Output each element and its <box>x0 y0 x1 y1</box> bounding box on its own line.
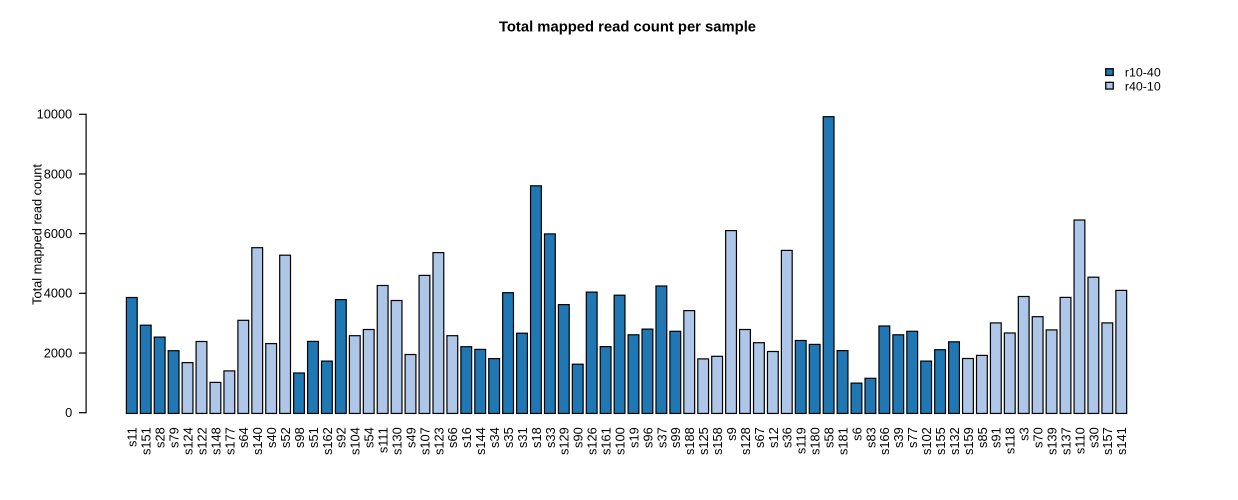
svg-text:s52: s52 <box>278 427 293 448</box>
svg-text:s35: s35 <box>501 427 516 448</box>
svg-text:s99: s99 <box>668 427 683 448</box>
svg-text:s139: s139 <box>1044 427 1059 455</box>
svg-text:s100: s100 <box>612 427 627 455</box>
svg-text:s129: s129 <box>557 427 572 455</box>
svg-text:s19: s19 <box>626 427 641 448</box>
svg-text:Total mapped read count: Total mapped read count <box>29 164 44 305</box>
svg-text:s66: s66 <box>445 427 460 448</box>
svg-text:4000: 4000 <box>44 286 72 301</box>
svg-text:s122: s122 <box>194 427 209 455</box>
svg-text:s181: s181 <box>835 427 850 455</box>
svg-text:s90: s90 <box>571 427 586 448</box>
svg-text:s3: s3 <box>1017 427 1032 441</box>
svg-text:s39: s39 <box>891 427 906 448</box>
svg-text:s33: s33 <box>543 427 558 448</box>
svg-text:r10-40: r10-40 <box>1125 66 1161 80</box>
svg-text:s92: s92 <box>334 427 349 448</box>
svg-text:s6: s6 <box>849 427 864 441</box>
svg-text:s125: s125 <box>696 427 711 455</box>
svg-text:s54: s54 <box>362 427 377 448</box>
svg-text:s104: s104 <box>348 427 363 455</box>
svg-text:s30: s30 <box>1086 427 1101 448</box>
svg-text:s162: s162 <box>320 427 335 455</box>
svg-text:s96: s96 <box>640 427 655 448</box>
svg-text:s11: s11 <box>125 427 140 447</box>
svg-text:s12: s12 <box>766 427 781 448</box>
svg-text:s110: s110 <box>1072 427 1087 454</box>
svg-text:s144: s144 <box>473 427 488 455</box>
svg-text:s51: s51 <box>306 427 321 448</box>
svg-text:s85: s85 <box>975 427 990 448</box>
svg-text:s98: s98 <box>292 427 307 448</box>
svg-text:s123: s123 <box>431 427 446 455</box>
svg-text:s155: s155 <box>933 427 948 455</box>
svg-text:0: 0 <box>65 405 72 420</box>
svg-text:s18: s18 <box>529 427 544 448</box>
svg-text:Total mapped read count per sa: Total mapped read count per sample <box>499 20 756 36</box>
svg-text:s83: s83 <box>863 427 878 448</box>
svg-text:s161: s161 <box>599 427 614 455</box>
svg-text:s148: s148 <box>208 427 223 455</box>
svg-text:s158: s158 <box>710 427 725 455</box>
svg-text:6000: 6000 <box>44 226 72 241</box>
svg-text:s49: s49 <box>403 427 418 448</box>
svg-text:s102: s102 <box>919 427 934 455</box>
svg-text:s58: s58 <box>822 427 837 448</box>
svg-text:s37: s37 <box>654 427 669 448</box>
svg-text:s111: s111 <box>376 427 391 453</box>
svg-text:8000: 8000 <box>44 166 72 181</box>
svg-text:s31: s31 <box>515 427 530 448</box>
svg-text:s77: s77 <box>905 427 920 448</box>
svg-text:s128: s128 <box>738 427 753 455</box>
svg-text:s118: s118 <box>1003 427 1018 454</box>
svg-text:s157: s157 <box>1100 427 1115 455</box>
svg-text:s124: s124 <box>180 427 195 455</box>
svg-text:s64: s64 <box>236 427 251 448</box>
svg-text:10000: 10000 <box>37 107 73 122</box>
svg-text:s130: s130 <box>389 427 404 455</box>
svg-text:s16: s16 <box>459 427 474 448</box>
svg-text:s70: s70 <box>1031 427 1046 448</box>
svg-text:s151: s151 <box>139 427 154 455</box>
svg-text:s28: s28 <box>153 427 168 448</box>
svg-text:s137: s137 <box>1058 427 1073 455</box>
svg-text:s36: s36 <box>780 427 795 448</box>
svg-text:s40: s40 <box>264 427 279 448</box>
svg-text:2000: 2000 <box>44 345 72 360</box>
svg-text:s166: s166 <box>877 427 892 455</box>
svg-text:s79: s79 <box>167 427 182 448</box>
svg-text:s91: s91 <box>989 427 1004 448</box>
svg-text:s119: s119 <box>794 427 809 454</box>
svg-text:s132: s132 <box>947 427 962 455</box>
svg-text:s67: s67 <box>752 427 767 448</box>
svg-text:s140: s140 <box>250 427 265 455</box>
svg-text:s141: s141 <box>1114 427 1129 455</box>
svg-text:s126: s126 <box>585 427 600 455</box>
svg-text:s188: s188 <box>682 427 697 455</box>
svg-text:s159: s159 <box>961 427 976 455</box>
svg-text:s9: s9 <box>724 427 739 441</box>
svg-text:s177: s177 <box>222 427 237 455</box>
svg-text:s180: s180 <box>808 427 823 455</box>
svg-text:r40-10: r40-10 <box>1125 79 1161 93</box>
svg-text:s34: s34 <box>487 427 502 448</box>
svg-text:s107: s107 <box>417 427 432 455</box>
